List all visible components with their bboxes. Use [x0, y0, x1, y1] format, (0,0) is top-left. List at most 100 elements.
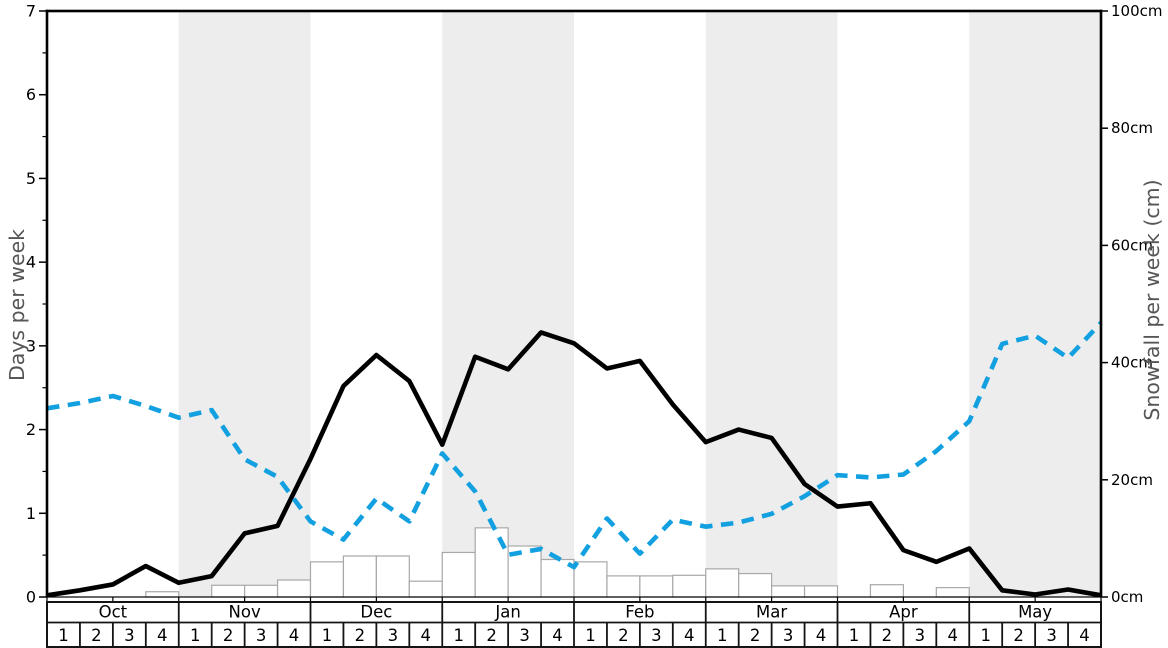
left-tick-label: 0: [26, 588, 36, 607]
left-minor-tick: [42, 303, 47, 305]
week-label: 3: [519, 626, 530, 645]
month-label: Mar: [756, 603, 787, 622]
bar-week-17: [573, 561, 608, 598]
bottom-tick: [112, 597, 114, 601]
week-label: 1: [322, 626, 333, 645]
week-label: 4: [684, 626, 695, 645]
month-label: Feb: [625, 603, 654, 622]
left-tick-label: 6: [26, 85, 36, 104]
bottom-tick: [1100, 597, 1102, 601]
left-tick: [39, 93, 47, 96]
right-tick-label: 60cm: [1111, 236, 1153, 254]
month-band-may: [969, 11, 1101, 597]
left-tick-label: 5: [26, 169, 36, 188]
right-tick-label: 40cm: [1111, 354, 1153, 372]
week-label: 1: [585, 626, 596, 645]
week-label: 2: [91, 626, 102, 645]
left-tick: [39, 345, 47, 347]
right-axis-title: Snowfall per week (cm): [1140, 179, 1164, 421]
right-tick-label: 100cm: [1111, 2, 1163, 20]
bottom-tick: [639, 597, 641, 601]
bar-week-24: [803, 585, 839, 598]
bar-week-12: [408, 580, 443, 598]
left-minor-tick: [42, 470, 47, 473]
left-minor-tick: [42, 554, 47, 556]
month-bands: [178, 11, 1101, 597]
right-tick-label: 20cm: [1111, 471, 1153, 489]
bottom-tick: [836, 597, 839, 601]
bar-week-11: [375, 555, 410, 598]
bar-week-10: [342, 555, 377, 598]
left-minor-tick: [42, 387, 47, 389]
bottom-tick: [178, 597, 180, 601]
snowfall-line: [46, 321, 1103, 570]
week-label: 2: [618, 626, 629, 645]
bar-week-22: [738, 572, 773, 598]
left-minor-tick: [42, 219, 47, 221]
bar-week-21: [705, 568, 740, 598]
week-label: 1: [190, 626, 201, 645]
week-label: 1: [58, 626, 69, 645]
week-label: 3: [915, 626, 926, 645]
bottom-tick: [902, 597, 904, 601]
bar-week-20: [672, 574, 707, 598]
week-label: 2: [355, 626, 366, 645]
bottom-tick: [375, 597, 377, 601]
right-tick-label: 80cm: [1111, 119, 1153, 137]
week-label: 2: [223, 626, 234, 645]
month-band-jan: [442, 11, 574, 597]
week-label: 2: [882, 626, 893, 645]
bottom-tick: [705, 597, 707, 601]
bar-week-9: [309, 561, 345, 598]
bar-week-13: [441, 551, 476, 598]
week-label: 4: [421, 626, 432, 645]
left-minor-tick: [42, 52, 47, 54]
bar-week-8: [276, 579, 312, 598]
left-tick-label: 3: [26, 336, 36, 355]
month-label: May: [1018, 603, 1052, 622]
week-label: 4: [289, 626, 300, 645]
bottom-tick: [968, 597, 970, 601]
month-week-table: Oct 1 2 3 4 Nov 1 2 3 4 Dec 1 2 3 4 Jan 1 2 3 4 Feb 1 2 3 4 Mar 1 2…: [46, 601, 1102, 648]
bar-week-28: [935, 587, 970, 598]
right-spine: [1099, 9, 1103, 597]
month-label: Dec: [360, 603, 392, 622]
bottom-tick: [309, 597, 312, 601]
left-axis-title: Days per week: [5, 228, 29, 382]
left-tick-label: 4: [26, 253, 36, 272]
bar-week-7: [244, 584, 279, 598]
bar-week-4: [145, 591, 180, 598]
days-per-week-path: [46, 330, 1102, 598]
week-label: 3: [388, 626, 399, 645]
week-label: 2: [750, 626, 761, 645]
week-label: 1: [980, 626, 991, 645]
left-tick: [39, 512, 47, 515]
bottom-tick: [441, 597, 443, 601]
week-label: 3: [783, 626, 794, 645]
right-tick: [1101, 361, 1108, 364]
month-label: Jan: [494, 603, 520, 622]
left-tick-label: 7: [26, 2, 36, 21]
right-tick: [1101, 479, 1108, 481]
left-tick: [39, 596, 47, 598]
week-label: 4: [552, 626, 563, 645]
left-tick: [39, 261, 47, 263]
left-spine: [45, 9, 49, 597]
bottom-tick: [573, 597, 575, 601]
right-tick: [1101, 10, 1108, 12]
week-label: 2: [1013, 626, 1024, 645]
right-tick: [1101, 596, 1108, 598]
bottom-tick: [244, 597, 246, 601]
week-label: 4: [948, 626, 959, 645]
month-label: Apr: [889, 603, 918, 622]
left-tick: [39, 177, 47, 180]
week-label: 1: [849, 626, 860, 645]
week-label: 1: [717, 626, 728, 645]
right-tick: [1101, 244, 1108, 247]
month-label: Nov: [229, 603, 261, 622]
week-label: 2: [486, 626, 497, 645]
week-label: 3: [1046, 626, 1057, 645]
bar-week-14: [474, 527, 509, 598]
bottom-tick: [771, 597, 773, 601]
left-tick: [39, 428, 47, 431]
